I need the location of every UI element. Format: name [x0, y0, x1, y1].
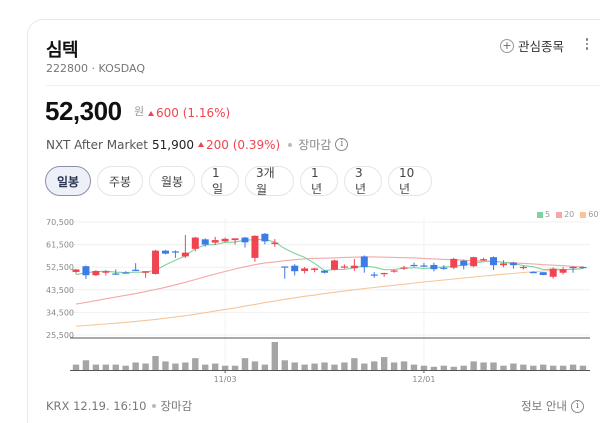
info-icon: i [570, 399, 584, 413]
header-divider [46, 85, 600, 86]
after-market-change-value: 200 (0.39%) [206, 137, 281, 152]
after-market-label: NXT After Market [46, 137, 149, 152]
currency-unit: 원 [134, 105, 145, 118]
tab-1year[interactable]: 1년 [300, 166, 338, 196]
up-triangle-icon [198, 142, 205, 147]
tab-monthly[interactable]: 월봉 [149, 166, 195, 196]
legend-ma20: 20 [556, 210, 574, 219]
legend-ma5: 5 [537, 210, 550, 219]
period-tabs: 일봉 주봉 월봉 1일 3개월 1년 3년 10년 [45, 166, 432, 197]
svg-text:12/01: 12/01 [412, 375, 435, 384]
tab-1day[interactable]: 1일 [201, 166, 239, 196]
footer-source-text: KRX 12.19. 16:10 [46, 399, 147, 413]
tab-weekly[interactable]: 주봉 [97, 166, 143, 196]
svg-text:52,500: 52,500 [46, 263, 74, 272]
plus-circle-icon: + [500, 38, 514, 53]
more-vertical-icon [585, 38, 589, 41]
info-icon[interactable]: i [335, 138, 349, 151]
svg-text:43,500: 43,500 [46, 286, 74, 295]
add-watchlist-button[interactable]: + 관심종목 [500, 36, 564, 55]
tab-daily[interactable]: 일봉 [45, 166, 91, 196]
stock-card [27, 19, 600, 423]
legend-ma60: 60 [580, 210, 598, 219]
svg-text:34,500: 34,500 [46, 308, 74, 317]
current-price: 52,300 [45, 96, 122, 126]
svg-text:61,500: 61,500 [46, 241, 74, 250]
chart-legend: 5 20 60 [537, 210, 598, 219]
more-options-button[interactable] [583, 36, 591, 52]
info-guide-label: 정보 안내 [521, 399, 567, 413]
footer-source: KRX 12.19. 16:10 장마감 [46, 398, 192, 414]
after-market-price: 51,900 [152, 137, 195, 152]
after-market-change: 200 (0.39%) [198, 138, 280, 152]
tab-3months[interactable]: 3개월 [245, 166, 294, 197]
market-status: 장마감 [298, 138, 332, 152]
watchlist-label: 관심종목 [518, 39, 565, 54]
tab-3years[interactable]: 3년 [344, 166, 382, 196]
after-market-row: NXT After Market 51,900 200 (0.39%) 장마감 … [46, 136, 349, 153]
up-triangle-icon [148, 110, 154, 116]
stock-code-market: 222800 · KOSDAQ [46, 62, 145, 75]
footer-status: 장마감 [160, 399, 193, 413]
info-guide-button[interactable]: 정보 안내 i [521, 398, 584, 414]
price-change-value: 600 (1.16%) [156, 106, 231, 120]
separator-dot [152, 404, 157, 408]
svg-text:70,500: 70,500 [46, 218, 74, 227]
svg-text:11/03: 11/03 [214, 375, 237, 384]
separator-dot [288, 142, 293, 147]
price-change: 600 (1.16%) [148, 106, 230, 120]
tab-10years[interactable]: 10년 [388, 166, 432, 196]
stock-name: 심텍 [46, 40, 79, 61]
svg-text:25,500: 25,500 [46, 331, 74, 340]
